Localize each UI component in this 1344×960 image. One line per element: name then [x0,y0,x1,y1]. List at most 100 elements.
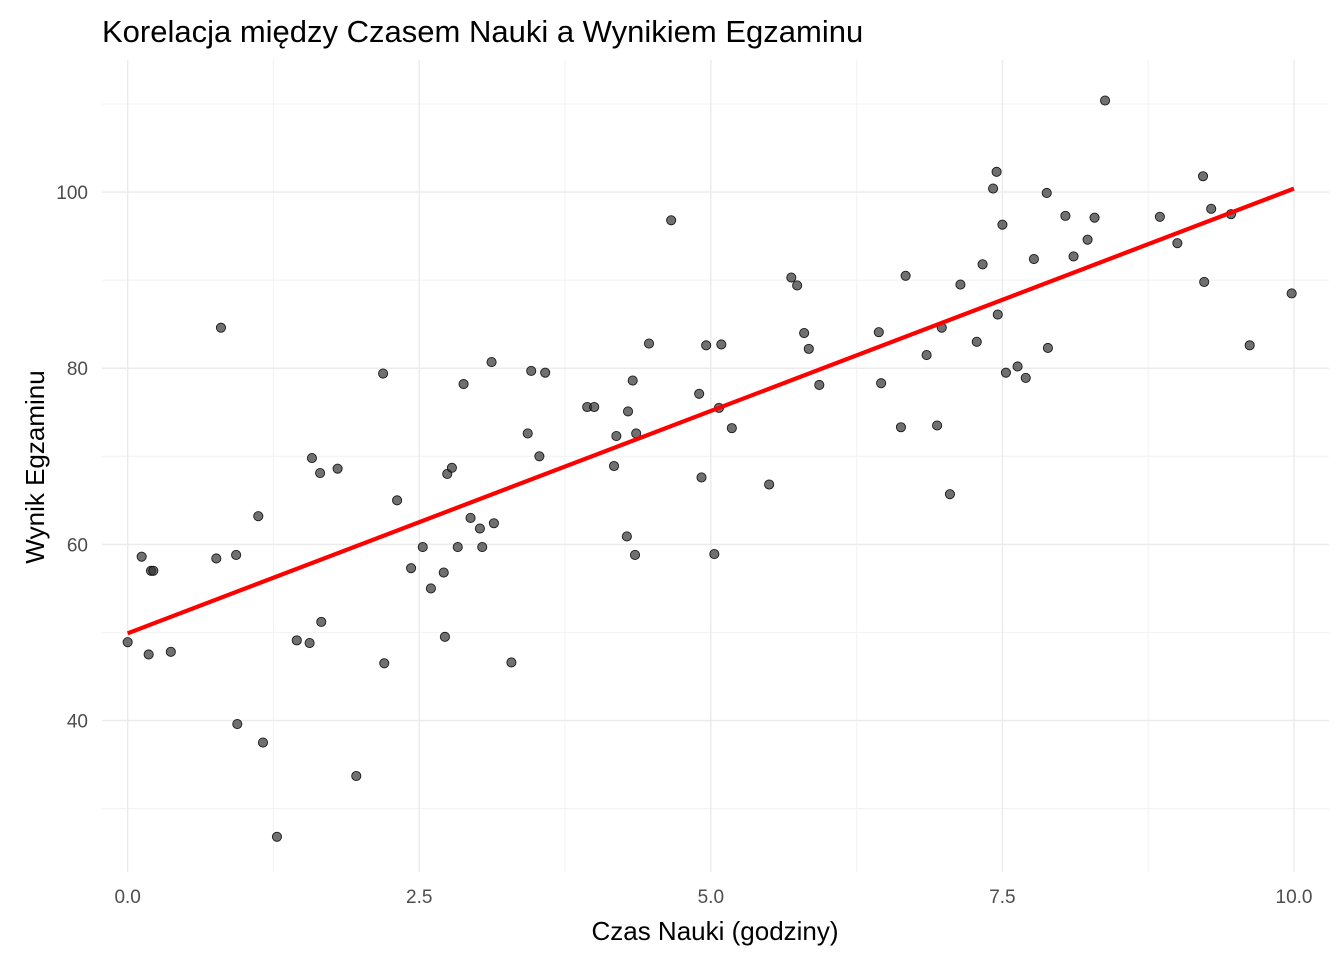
data-point [316,616,327,627]
data-point [629,549,641,561]
y-tick-label: 40 [67,712,88,733]
data-point [122,637,133,648]
data-point [458,379,469,390]
data-point [306,453,317,464]
data-point [526,365,537,376]
data-point [666,215,677,226]
data-point [304,637,315,649]
data-point [165,646,176,657]
data-point [477,541,488,553]
data-point [136,551,147,562]
trend-line-group [126,186,1295,636]
data-point [439,631,450,642]
data-point [799,327,810,339]
y-tick-label: 100 [56,183,88,204]
data-point [997,219,1008,230]
data-point [1244,340,1255,351]
y-tick-label: 60 [67,535,88,556]
data-point [351,770,362,782]
data-point [438,567,449,578]
data-point [694,388,705,399]
data-point [522,428,533,439]
data-point [814,379,825,391]
data-point [621,531,632,542]
data-point [696,472,707,483]
data-point [701,340,712,351]
data-point [379,658,390,669]
data-point [709,549,720,560]
data-point [1206,203,1217,214]
data-point [446,462,457,473]
data-point [988,183,999,194]
data-point [392,495,403,506]
data-point [971,336,982,347]
data-point [1042,342,1053,354]
tick-labels: 0.0 2.5 5.0 7.5 10.0 40 60 80 100 [56,183,1312,908]
data-point [425,583,436,594]
data-point [291,635,302,646]
y-tick-label: 80 [67,359,88,380]
data-point [764,479,775,490]
data-point [1028,253,1039,265]
chart-title: Korelacja między Czasem Nauki a Wynikiem… [102,14,863,49]
data-point [148,565,159,576]
data-point [1082,234,1093,245]
data-point [944,489,955,500]
data-point [1197,171,1209,182]
data-point [474,523,485,534]
data-point [1199,276,1210,287]
data-point [792,280,803,291]
data-point [253,511,264,522]
grid-lines [102,60,1329,872]
data-point [786,272,797,283]
data-point [1041,187,1052,199]
data-point [873,327,884,338]
data-point [540,367,551,378]
data-point [417,541,428,553]
data-point [1012,361,1023,372]
data-points [122,95,1297,842]
x-tick-label: 7.5 [989,887,1015,908]
data-point [992,309,1003,320]
x-tick-label: 10.0 [1276,887,1313,908]
data-point [1068,251,1079,262]
data-point [921,349,932,361]
data-point [1089,212,1100,223]
data-point [143,649,154,660]
data-point [1172,238,1183,249]
data-point [977,259,988,270]
data-point [1020,372,1031,383]
data-point [1000,367,1011,378]
data-point [506,657,517,668]
data-point [215,322,227,333]
data-point [608,460,620,472]
data-point [332,463,343,474]
data-point [315,467,326,479]
data-point [627,375,638,386]
data-point [932,420,943,431]
x-axis-title: Czas Nauki (godziny) [591,916,838,946]
data-point [1060,210,1071,221]
y-axis-title: Wynik Egzaminu [20,370,50,563]
data-point [231,549,242,561]
data-point [488,518,499,529]
data-point [955,279,966,290]
data-point [622,406,634,417]
data-point [465,512,476,524]
data-point [803,343,814,354]
data-point [1154,211,1165,222]
data-point [486,357,497,368]
data-point [271,831,283,842]
data-point [406,563,417,574]
data-point [876,378,887,389]
data-point [726,423,737,434]
data-point [1286,288,1297,299]
x-tick-label: 2.5 [406,887,432,908]
data-point [534,451,545,462]
trend-line [126,186,1295,636]
data-point [452,541,463,553]
data-point [211,553,222,564]
x-tick-label: 5.0 [698,887,724,908]
